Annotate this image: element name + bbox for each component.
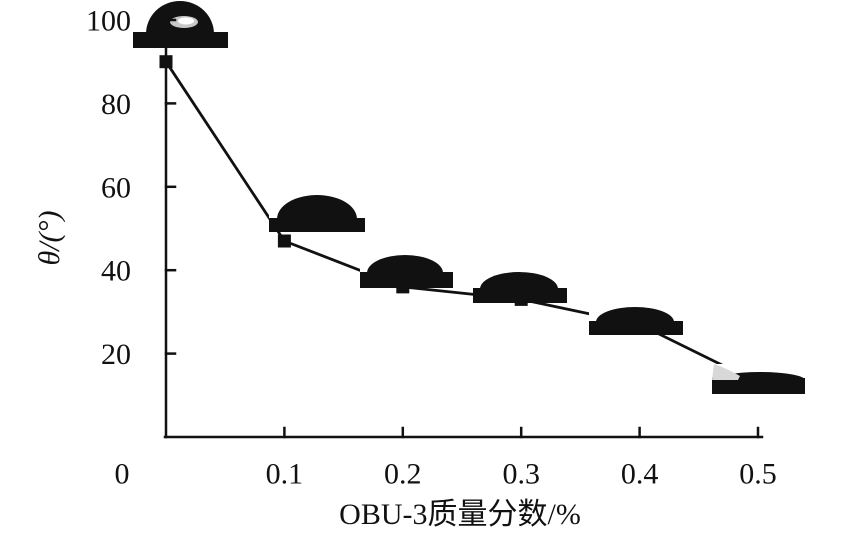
droplet-highlight-core [178,17,194,25]
droplet-dome [596,307,674,335]
droplet-photo-x0.1 [269,195,365,232]
droplet-dome [367,255,443,288]
x-tick-label: 0.3 [502,458,540,491]
droplet-photo-content [473,271,567,303]
droplet-photo-content [589,305,683,335]
droplet-photo-content [712,364,805,394]
data-point-marker [159,55,173,69]
y-tick-label: 20 [101,338,131,371]
y-axis-label: θ/(°) [33,210,66,266]
droplet-photo-content [269,195,365,232]
droplet-dome [277,195,357,232]
droplet-wisp [712,364,740,380]
droplet-photo-x0.5 [712,364,805,394]
axes [163,12,764,439]
x-tick-label: 0 [115,458,130,491]
droplet-dome [480,272,558,303]
x-axis-label: OBU-3质量分数/% [339,498,581,531]
y-tick-label: 60 [101,171,131,204]
y-tick-label: 100 [86,5,131,38]
droplet-photo-x0.2 [360,255,453,288]
droplet-photo-x0 [133,0,228,48]
x-tick-label: 0.4 [621,458,659,491]
droplet-photo-content [133,0,228,48]
droplet-dome [146,1,214,48]
x-tick-label: 0.2 [384,458,422,491]
x-tick-label: 0.5 [739,458,777,491]
y-tick-label: 80 [101,88,131,121]
droplet-photo-x0.3 [473,271,567,303]
droplet-photo-x0.4 [589,305,683,335]
x-tick-label: 0.1 [266,458,304,491]
droplet-photo-content [360,255,453,288]
y-tick-label: 40 [101,255,131,288]
data-point-marker [277,234,291,248]
